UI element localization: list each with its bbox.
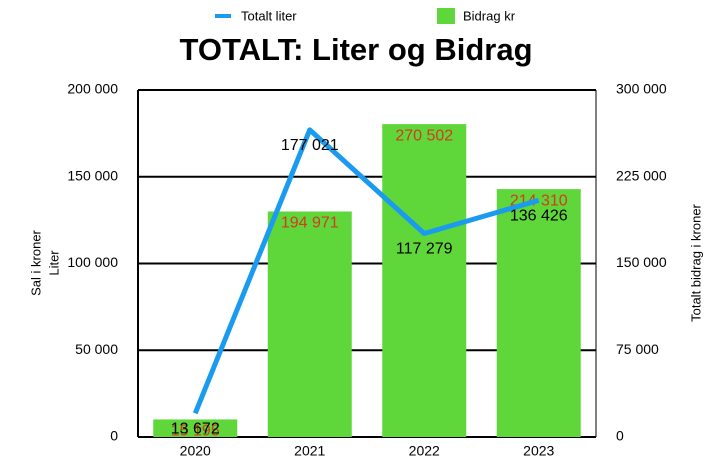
y-tick-label: 0 — [110, 428, 118, 444]
y-tick-label: 150 000 — [67, 167, 118, 183]
line — [192, 127, 540, 415]
y-tick-label: 200 000 — [67, 81, 118, 97]
chart-title: TOTALT: Liter og Bidrag — [179, 32, 532, 67]
bar-value-label: 194 971 — [281, 215, 339, 232]
y2-tick-label: 0 — [616, 428, 624, 444]
x-tick-label: 2023 — [523, 443, 554, 459]
y2-tick-label: 225 000 — [616, 167, 667, 183]
x-tick-label: 2020 — [180, 443, 211, 459]
y-tick-label: 100 000 — [67, 254, 118, 270]
y2-tick-label: 300 000 — [616, 81, 667, 97]
y2-tick-label: 150 000 — [616, 254, 667, 270]
bar — [382, 124, 467, 437]
y-axis-label: Sal i kroner — [28, 229, 43, 295]
bar — [267, 211, 352, 437]
bar — [496, 189, 581, 437]
legend-label: Bidrag kr — [463, 8, 516, 23]
line-value-label: 13 672 — [171, 420, 220, 437]
x-tick-label: 2021 — [294, 443, 325, 459]
bar — [153, 419, 238, 437]
legend-swatch — [437, 8, 455, 24]
y2-axis-label: Totalt bidrag i kroner — [688, 203, 703, 321]
y-axis-label: Liter — [46, 250, 61, 276]
y-tick-label: 50 000 — [75, 341, 118, 357]
legend-label: Totalt liter — [241, 8, 297, 23]
line-value-label: 177 021 — [281, 137, 339, 154]
bar-value-label: 270 502 — [395, 127, 453, 144]
line-value-label: 117 279 — [396, 241, 453, 258]
bar-value-label: 15 195 — [171, 423, 220, 440]
y2-tick-label: 75 000 — [616, 341, 659, 357]
line-value-label: 136 426 — [510, 208, 568, 225]
x-tick-label: 2022 — [409, 443, 440, 459]
